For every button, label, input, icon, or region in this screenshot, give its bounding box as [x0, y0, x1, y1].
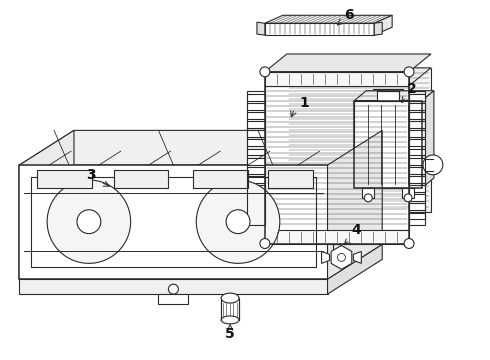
Polygon shape: [265, 54, 431, 72]
Circle shape: [260, 239, 270, 248]
Circle shape: [47, 180, 131, 264]
Polygon shape: [374, 22, 382, 35]
Polygon shape: [402, 188, 414, 198]
Bar: [247, 203, 265, 210]
Polygon shape: [321, 251, 329, 264]
Bar: [158, 294, 188, 304]
Circle shape: [404, 194, 412, 202]
Text: 4: 4: [351, 222, 361, 237]
Polygon shape: [265, 230, 409, 243]
Polygon shape: [422, 91, 434, 188]
Bar: [409, 203, 425, 210]
Polygon shape: [19, 130, 382, 165]
Bar: [409, 112, 425, 119]
Text: 6: 6: [344, 8, 354, 22]
Circle shape: [404, 67, 414, 77]
Bar: [409, 94, 425, 100]
Bar: [409, 139, 425, 146]
Bar: [247, 149, 265, 156]
Polygon shape: [327, 130, 382, 279]
Polygon shape: [362, 188, 374, 198]
Bar: [268, 170, 313, 188]
Bar: [247, 212, 265, 219]
Polygon shape: [354, 91, 434, 100]
Bar: [247, 103, 265, 110]
Circle shape: [260, 67, 270, 77]
Bar: [221, 298, 239, 320]
Polygon shape: [19, 279, 327, 294]
Polygon shape: [265, 15, 392, 23]
Polygon shape: [327, 244, 382, 294]
Polygon shape: [354, 100, 422, 188]
Bar: [247, 176, 265, 183]
Polygon shape: [265, 68, 431, 86]
Text: 2: 2: [407, 82, 417, 96]
Text: 5: 5: [225, 327, 235, 341]
Circle shape: [169, 284, 178, 294]
Bar: [247, 139, 265, 146]
Bar: [409, 212, 425, 219]
Text: 3: 3: [86, 168, 96, 182]
Bar: [247, 130, 265, 137]
Polygon shape: [353, 251, 361, 264]
Polygon shape: [265, 23, 374, 35]
Polygon shape: [19, 130, 74, 279]
Circle shape: [226, 210, 250, 234]
Polygon shape: [265, 86, 409, 230]
Polygon shape: [331, 246, 352, 269]
Polygon shape: [287, 68, 431, 212]
Circle shape: [423, 155, 443, 175]
Bar: [409, 130, 425, 137]
Bar: [114, 170, 169, 188]
Bar: [193, 170, 248, 188]
Bar: [247, 167, 265, 174]
Circle shape: [404, 239, 414, 248]
Bar: [409, 167, 425, 174]
Polygon shape: [19, 165, 327, 279]
Bar: [409, 149, 425, 156]
Ellipse shape: [221, 293, 239, 303]
Bar: [409, 176, 425, 183]
Ellipse shape: [221, 316, 239, 324]
Text: 1: 1: [300, 96, 310, 109]
Circle shape: [77, 210, 101, 234]
Bar: [247, 94, 265, 100]
Bar: [409, 158, 425, 165]
Polygon shape: [257, 22, 265, 35]
Bar: [247, 194, 265, 201]
Bar: [409, 103, 425, 110]
Bar: [247, 185, 265, 192]
Polygon shape: [265, 72, 409, 86]
Bar: [247, 121, 265, 128]
Bar: [409, 121, 425, 128]
Bar: [377, 91, 399, 100]
Bar: [409, 194, 425, 201]
Bar: [247, 112, 265, 119]
Bar: [409, 185, 425, 192]
Circle shape: [365, 194, 372, 202]
Bar: [37, 170, 92, 188]
Polygon shape: [374, 15, 392, 35]
Circle shape: [196, 180, 280, 264]
Bar: [247, 158, 265, 165]
